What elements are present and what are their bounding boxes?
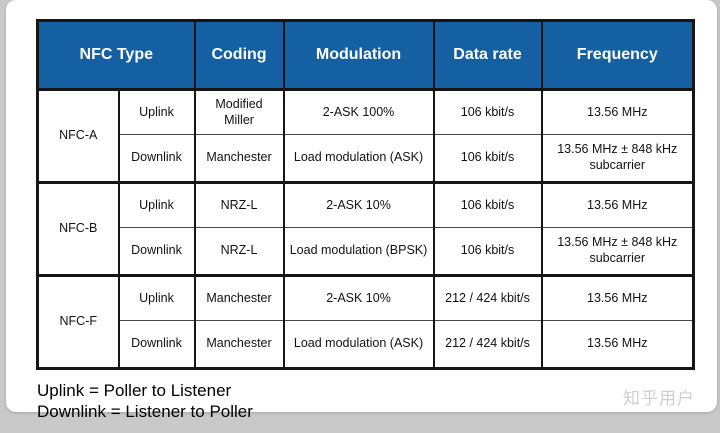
- direction-cell: Uplink: [117, 89, 196, 135]
- modulation-cell: 2-ASK 10%: [282, 275, 435, 321]
- group-nfc-a: NFC-A Uplink Modified Miller 2-ASK 100% …: [36, 89, 695, 183]
- frequency-cell: 13.56 MHz: [540, 275, 695, 321]
- modulation-cell: 2-ASK 100%: [282, 89, 435, 135]
- frequency-cell: 13.56 MHz: [540, 320, 695, 369]
- coding-cell: Manchester: [193, 320, 285, 369]
- watermark-zhihu-user: 知乎用户: [623, 389, 695, 408]
- modulation-cell: Load modulation (BPSK): [282, 227, 435, 276]
- direction-cell: Downlink: [117, 320, 196, 369]
- nfc-type-cell: NFC-F: [36, 275, 120, 369]
- group-nfc-f: NFC-F Uplink Manchester 2-ASK 10% 212 / …: [36, 275, 695, 369]
- nfc-type-cell: NFC-A: [36, 89, 120, 183]
- modulation-cell: Load modulation (ASK): [282, 134, 435, 183]
- modulation-cell: 2-ASK 10%: [282, 182, 435, 228]
- data-rate-cell: 212 / 424 kbit/s: [432, 275, 543, 321]
- column-header-data-rate: Data rate: [432, 19, 543, 91]
- table-row: NFC-A Uplink Modified Miller 2-ASK 100% …: [36, 89, 695, 183]
- data-rate-cell: 106 kbit/s: [432, 227, 543, 276]
- data-rate-cell: 212 / 424 kbit/s: [432, 320, 543, 369]
- column-header-coding: Coding: [193, 19, 285, 91]
- coding-cell: NRZ-L: [193, 227, 285, 276]
- coding-cell: Modified Miller: [193, 89, 285, 135]
- nfc-type-cell: NFC-B: [36, 182, 120, 276]
- table-row: Downlink NRZ-L Load modulation (BPSK) 10…: [38, 227, 695, 276]
- frequency-cell: 13.56 MHz ± 848 kHz subcarrier: [540, 227, 695, 276]
- coding-cell: Manchester: [193, 275, 285, 321]
- footnote-uplink: Uplink = Poller to Listener: [37, 381, 232, 400]
- direction-cell: Uplink: [117, 275, 196, 321]
- data-rate-cell: 106 kbit/s: [432, 134, 543, 183]
- column-header-nfc-type: NFC Type: [36, 19, 196, 91]
- table-header: NFC Type Coding Modulation Data rate Fre…: [36, 19, 695, 91]
- table-row: NFC-B Uplink NRZ-L 2-ASK 10% 106 kbit/s …: [36, 182, 695, 276]
- content-card: NFC Type Coding Modulation Data rate Fre…: [6, 0, 717, 421]
- table-row: Downlink Manchester Load modulation (ASK…: [38, 134, 695, 183]
- footnote-downlink: Downlink = Listener to Poller: [37, 402, 253, 421]
- data-rate-cell: 106 kbit/s: [432, 89, 543, 135]
- group-nfc-b: NFC-B Uplink NRZ-L 2-ASK 10% 106 kbit/s …: [36, 182, 695, 276]
- table-row: NFC-F Uplink Manchester 2-ASK 10% 212 / …: [36, 275, 695, 369]
- modulation-cell: Load modulation (ASK): [282, 320, 435, 369]
- footnotes: Uplink = Poller to Listener Downlink = L…: [37, 380, 717, 422]
- direction-cell: Uplink: [117, 182, 196, 228]
- frequency-cell: 13.56 MHz: [540, 182, 695, 228]
- coding-cell: NRZ-L: [193, 182, 285, 228]
- nfc-comparison-table: NFC Type Coding Modulation Data rate Fre…: [36, 19, 696, 370]
- frequency-cell: 13.56 MHz: [540, 89, 695, 135]
- coding-cell: Manchester: [193, 134, 285, 183]
- table-row: Downlink Manchester Load modulation (ASK…: [38, 320, 695, 369]
- direction-cell: Downlink: [117, 227, 196, 276]
- column-header-frequency: Frequency: [540, 19, 695, 91]
- column-header-modulation: Modulation: [282, 19, 435, 91]
- data-rate-cell: 106 kbit/s: [432, 182, 543, 228]
- frequency-cell: 13.56 MHz ± 848 kHz subcarrier: [540, 134, 695, 183]
- direction-cell: Downlink: [117, 134, 196, 183]
